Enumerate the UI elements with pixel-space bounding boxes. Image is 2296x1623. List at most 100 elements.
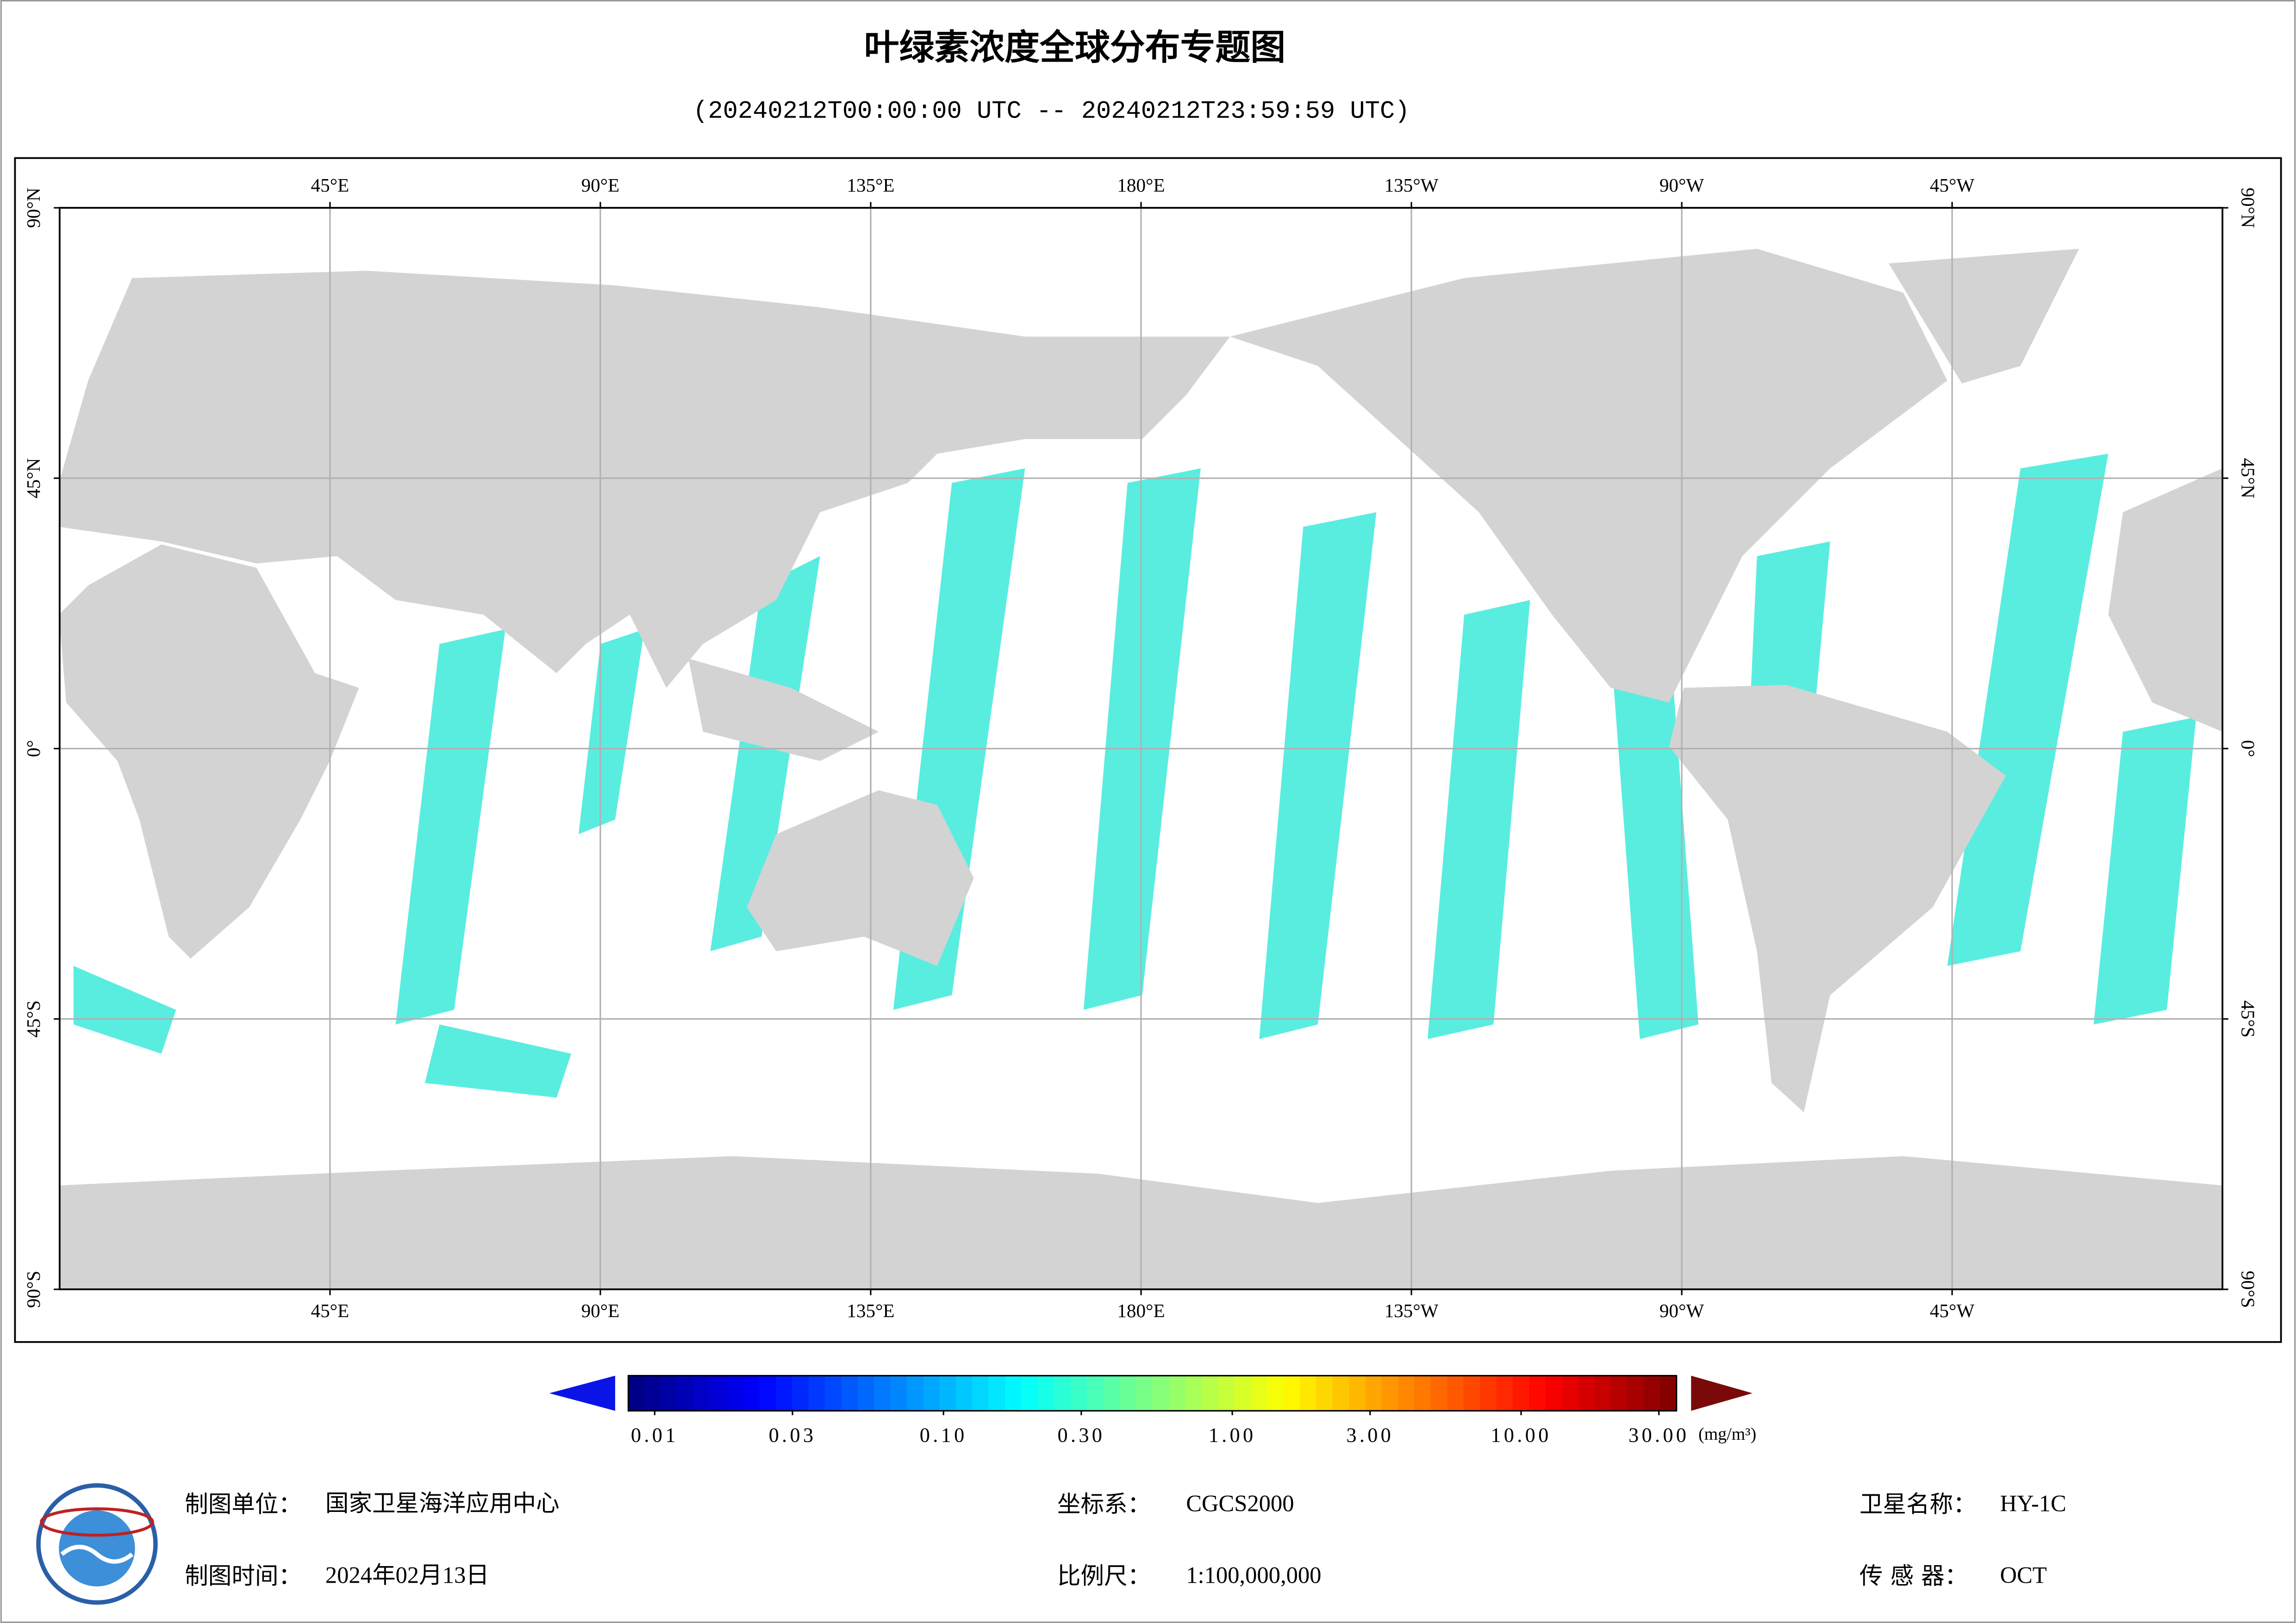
colorbar-step xyxy=(1119,1375,1137,1411)
colorbar-step xyxy=(1627,1375,1645,1411)
colorbar-step xyxy=(1267,1375,1285,1411)
lat-label: 0° xyxy=(23,740,44,757)
lon-label: 135°E xyxy=(847,174,894,196)
colorbar-step xyxy=(988,1375,1006,1411)
colorbar-step xyxy=(1349,1375,1366,1411)
swath xyxy=(1428,600,1530,1039)
lat-label: 45°S xyxy=(23,1001,44,1038)
colorbar-step xyxy=(824,1375,842,1411)
map-neatline xyxy=(58,207,2224,1290)
swath xyxy=(1259,512,1377,1039)
footer-value: OCT xyxy=(2000,1562,2046,1588)
lat-label: 45°S xyxy=(2237,1001,2259,1038)
colorbar-step xyxy=(693,1375,711,1411)
colorbar-step xyxy=(1168,1375,1186,1411)
lon-label: 180°E xyxy=(1117,1300,1165,1321)
eurasia xyxy=(59,271,1230,688)
colorbar-step xyxy=(644,1375,662,1411)
colorbar-step xyxy=(1381,1375,1399,1411)
colorbar-high-arrow xyxy=(1691,1375,1753,1411)
graticule: 45°E 45°E 90°E 90°E 135°E 135°E 180°E 180°E 135°… xyxy=(23,174,2259,1321)
colorbar-step xyxy=(677,1375,695,1411)
colorbar-step xyxy=(1136,1375,1154,1411)
swath xyxy=(73,966,176,1054)
colorbar-step xyxy=(874,1375,892,1411)
lon-label: 45°W xyxy=(1930,1300,1975,1321)
lon-label: 45°E xyxy=(311,174,349,196)
lon-label: 45°W xyxy=(1930,174,1975,196)
lon-label: 135°E xyxy=(847,1300,894,1321)
footer-label: 制图单位： xyxy=(185,1491,302,1518)
footer: 制图单位： 国家卫星海洋应用中心 坐标系： CGCS2000 卫星名称： HY-1C 制图时… xyxy=(185,1491,2066,1590)
colorbar-step xyxy=(1054,1375,1072,1411)
colorbar-step xyxy=(1529,1375,1547,1411)
colorbar-label: 3.00 xyxy=(1346,1424,1394,1447)
colorbar-step xyxy=(1152,1375,1170,1411)
lat-label: 45°N xyxy=(2237,458,2259,498)
logo-globe xyxy=(59,1510,135,1586)
footer-value: HY-1C xyxy=(2000,1491,2066,1517)
logo-wave xyxy=(60,1544,134,1564)
footer-label: 传 感 器： xyxy=(1859,1562,1968,1589)
colorbar-step xyxy=(1463,1375,1481,1411)
north-america xyxy=(1230,249,1947,703)
colorbar-step xyxy=(923,1375,941,1411)
colorbar-step xyxy=(1496,1375,1514,1411)
colorbar-step xyxy=(841,1375,859,1411)
colorbar-step xyxy=(1021,1375,1039,1411)
colorbar-step xyxy=(1561,1375,1579,1411)
colorbar-step xyxy=(1480,1375,1497,1411)
colorbar-step xyxy=(1070,1375,1088,1411)
colorbar-step xyxy=(743,1375,760,1411)
colorbar-step xyxy=(1299,1375,1317,1411)
colorbar-step xyxy=(955,1375,973,1411)
greenland xyxy=(1889,249,2079,384)
colorbar-step xyxy=(1037,1375,1055,1411)
colorbar-step xyxy=(1398,1375,1416,1411)
colorbar-step xyxy=(759,1375,777,1411)
colorbar-step xyxy=(1185,1375,1203,1411)
swath xyxy=(578,629,645,834)
swath xyxy=(1083,468,1201,1010)
colorbar-label: 0.03 xyxy=(769,1424,817,1447)
colorbar-step xyxy=(1365,1375,1383,1411)
colorbar-step xyxy=(710,1375,728,1411)
footer-label: 卫星名称： xyxy=(1859,1491,1977,1518)
colorbar-label: 0.10 xyxy=(920,1424,967,1447)
colorbar-label: 0.01 xyxy=(631,1424,679,1447)
colorbar-unit: (mg/m³) xyxy=(1698,1424,1756,1444)
west-europe-africa xyxy=(2108,468,2223,732)
lat-label: 90°N xyxy=(2237,187,2259,228)
colorbar-step xyxy=(939,1375,957,1411)
footer-value: 2024年02月13日 xyxy=(325,1562,489,1588)
logo-orbit xyxy=(40,1507,154,1537)
colorbar-step xyxy=(1594,1375,1612,1411)
lon-label: 90°W xyxy=(1660,1300,1704,1321)
lon-label: 45°E xyxy=(311,1300,349,1321)
colorbar-step xyxy=(792,1375,810,1411)
colorbar-step xyxy=(1316,1375,1334,1411)
colorbar-low-arrow xyxy=(549,1375,615,1411)
swath xyxy=(1749,541,1830,717)
swath xyxy=(1947,454,2109,966)
lat-label: 90°N xyxy=(23,187,44,228)
logo xyxy=(36,1483,158,1605)
colorbar-step xyxy=(1005,1375,1023,1411)
colorbar-step xyxy=(808,1375,826,1411)
lon-label: 135°W xyxy=(1385,1300,1439,1321)
south-america xyxy=(1669,684,2006,1113)
colorbar-step xyxy=(775,1375,793,1411)
colorbar-step xyxy=(857,1375,875,1411)
lon-label: 180°E xyxy=(1117,174,1165,196)
colorbar-step xyxy=(1201,1375,1219,1411)
colorbar-step xyxy=(1643,1375,1661,1411)
lon-label: 90°E xyxy=(581,1300,620,1321)
footer-label: 制图时间： xyxy=(185,1562,302,1589)
footer-label: 坐标系： xyxy=(1057,1491,1151,1518)
africa xyxy=(59,544,359,959)
colorbar-step xyxy=(1250,1375,1268,1411)
colorbar-step xyxy=(890,1375,908,1411)
lon-label: 90°W xyxy=(1660,174,1704,196)
colorbar-step xyxy=(1218,1375,1235,1411)
